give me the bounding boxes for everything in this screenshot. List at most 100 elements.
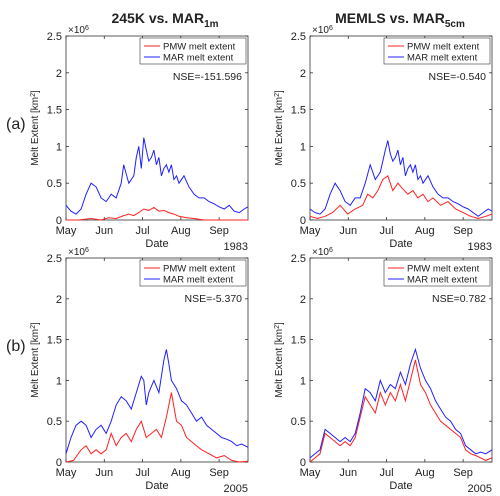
y-tick-label: 1.5 bbox=[291, 335, 306, 347]
nse-annotation: NSE=0.782 bbox=[432, 293, 486, 305]
mar-series-line bbox=[309, 140, 493, 217]
year-label: 1983 bbox=[224, 241, 248, 253]
y-tick-label: 1 bbox=[56, 375, 62, 387]
y-tick-label: 1 bbox=[56, 141, 62, 153]
x-tick-label: Jun bbox=[339, 225, 357, 237]
y-tick-label: 0 bbox=[56, 215, 62, 227]
legend-box bbox=[383, 37, 491, 65]
legend-label: MAR melt extent bbox=[407, 53, 478, 64]
nse-annotation: NSE=-151.596 bbox=[173, 71, 242, 83]
y-tick-label: 2.5 bbox=[291, 253, 306, 265]
y-tick-label: 2 bbox=[300, 68, 306, 80]
x-tick-label: Aug bbox=[415, 467, 435, 479]
mar-series-line bbox=[65, 137, 249, 215]
legend-box bbox=[139, 259, 247, 287]
plot-area-frame bbox=[309, 257, 493, 463]
legend-label: PMW melt extent bbox=[407, 264, 480, 275]
x-tick-label: May bbox=[300, 467, 321, 479]
x-tick-label: Jul bbox=[380, 225, 394, 237]
y-tick-label: 2 bbox=[56, 68, 62, 80]
y-tick-label: 1 bbox=[300, 141, 306, 153]
y-axis-label: Melt Extent [km2] bbox=[274, 322, 286, 398]
x-tick-label: Aug bbox=[171, 225, 191, 237]
x-axis-label: Date bbox=[145, 480, 168, 492]
x-tick-label: Jun bbox=[95, 467, 113, 479]
pmw-series-line bbox=[66, 206, 248, 221]
x-tick-label: Sep bbox=[209, 467, 229, 479]
x-axis-label: Date bbox=[389, 238, 412, 250]
plot-area-frame bbox=[65, 35, 249, 221]
x-tick-label: May bbox=[300, 225, 321, 237]
legend-label: PMW melt extent bbox=[163, 42, 236, 53]
year-label: 2005 bbox=[468, 483, 492, 495]
legend-label: MAR melt extent bbox=[163, 275, 234, 286]
y-exponent-label: ×106 bbox=[312, 25, 333, 37]
plot-area-frame bbox=[65, 257, 249, 463]
pmw-series-line bbox=[309, 359, 493, 463]
y-tick-label: 2.5 bbox=[47, 31, 62, 43]
x-tick-label: Jul bbox=[136, 467, 150, 479]
column-title-right-main: MEMLS vs. MAR bbox=[335, 10, 445, 26]
y-tick-label: 0.5 bbox=[291, 178, 306, 190]
legend-label: PMW melt extent bbox=[163, 264, 236, 275]
y-axis-label: Melt Extent [km2] bbox=[30, 322, 42, 398]
x-tick-label: Jul bbox=[380, 467, 394, 479]
x-axis-label: Date bbox=[389, 480, 412, 492]
y-tick-label: 0 bbox=[300, 457, 306, 469]
x-tick-label: Sep bbox=[453, 225, 473, 237]
y-tick-label: 2 bbox=[300, 294, 306, 306]
x-tick-label: Jul bbox=[136, 225, 150, 237]
x-tick-label: May bbox=[56, 467, 77, 479]
legend-box bbox=[383, 259, 491, 287]
y-axis-label: Melt Extent [km2] bbox=[274, 90, 286, 166]
y-tick-label: 1.5 bbox=[47, 335, 62, 347]
pmw-series-line bbox=[65, 392, 249, 463]
y-tick-label: 2.5 bbox=[47, 253, 62, 265]
y-tick-label: 0.5 bbox=[47, 178, 62, 190]
nse-annotation: NSE=-0.540 bbox=[429, 71, 487, 83]
y-exponent-label: ×106 bbox=[312, 247, 333, 259]
x-tick-label: Sep bbox=[209, 225, 229, 237]
x-tick-label: Sep bbox=[453, 467, 473, 479]
row-label-b: (b) bbox=[6, 338, 26, 355]
chart-panel-b-right: 0 0.5 1 1.5 2 2.5 May Jun Jul Aug Sep Date Melt Exte… bbox=[274, 247, 493, 495]
x-tick-label: Jun bbox=[339, 467, 357, 479]
column-title-left-main: 245K vs. MAR bbox=[111, 10, 205, 26]
column-title-left-sub: 1m bbox=[204, 18, 219, 30]
y-tick-label: 0 bbox=[56, 457, 62, 469]
x-tick-label: Aug bbox=[415, 225, 435, 237]
x-tick-label: Aug bbox=[171, 467, 191, 479]
column-title-left: 245K vs. MAR1m bbox=[80, 10, 250, 30]
y-exponent-label: ×106 bbox=[68, 247, 89, 259]
y-tick-label: 1.5 bbox=[47, 105, 62, 117]
y-tick-label: 1 bbox=[300, 375, 306, 387]
pmw-series-line bbox=[309, 174, 493, 220]
year-label: 1983 bbox=[468, 241, 492, 253]
y-tick-label: 2 bbox=[56, 294, 62, 306]
y-tick-label: 1.5 bbox=[291, 105, 306, 117]
y-tick-label: 0.5 bbox=[291, 416, 306, 428]
legend-label: PMW melt extent bbox=[407, 42, 480, 53]
x-tick-label: May bbox=[56, 225, 77, 237]
legend-box bbox=[139, 37, 247, 65]
x-tick-label: Jun bbox=[95, 225, 113, 237]
nse-annotation: NSE=-5.370 bbox=[185, 293, 243, 305]
plot-area-frame bbox=[309, 35, 493, 221]
year-label: 2005 bbox=[224, 483, 248, 495]
chart-panel-a-left: 0 0.5 1 1.5 2 2.5 May Jun Jul Aug Sep Date Melt Exte… bbox=[30, 25, 249, 253]
y-exponent-label: ×106 bbox=[68, 25, 89, 37]
column-title-right-sub: 5cm bbox=[444, 18, 465, 30]
chart-panel-a-right: 0 0.5 1 1.5 2 2.5 May Jun Jul Aug Sep Date Melt Exte… bbox=[274, 25, 493, 253]
x-axis-label: Date bbox=[145, 238, 168, 250]
row-label-a: (a) bbox=[6, 116, 26, 133]
mar-series-line bbox=[309, 347, 493, 459]
y-tick-label: 0.5 bbox=[47, 416, 62, 428]
column-title-right: MEMLS vs. MAR5cm bbox=[310, 10, 490, 30]
mar-series-line bbox=[65, 349, 249, 454]
chart-panel-b-left: 0 0.5 1 1.5 2 2.5 May Jun Jul Aug Sep Date Melt Exte… bbox=[30, 247, 249, 495]
y-tick-label: 0 bbox=[300, 215, 306, 227]
y-tick-label: 2.5 bbox=[291, 31, 306, 43]
legend-label: MAR melt extent bbox=[407, 275, 478, 286]
legend-label: MAR melt extent bbox=[163, 53, 234, 64]
